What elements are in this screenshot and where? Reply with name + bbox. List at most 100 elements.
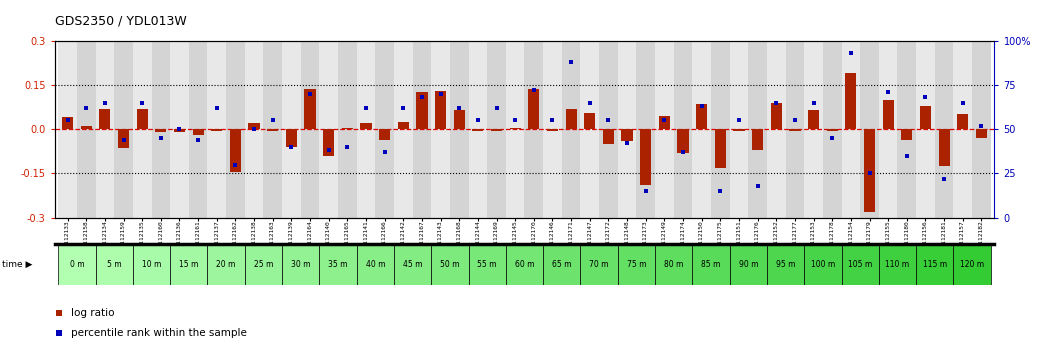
Bar [469, 244, 506, 285]
Text: 30 m: 30 m [291, 260, 311, 269]
Bar [285, 129, 297, 147]
Bar [394, 41, 412, 218]
Bar [301, 41, 319, 218]
Bar [469, 41, 487, 218]
Bar [510, 128, 520, 129]
Text: time ▶: time ▶ [2, 260, 33, 269]
Bar [789, 129, 800, 131]
Bar [431, 41, 450, 218]
Bar [338, 41, 357, 218]
Bar [939, 129, 949, 166]
Bar [580, 41, 599, 218]
Bar [472, 129, 484, 131]
Bar [901, 129, 913, 139]
Bar [77, 41, 95, 218]
Bar [920, 105, 932, 129]
Text: 75 m: 75 m [626, 260, 646, 269]
Bar [580, 244, 618, 285]
Bar [412, 41, 431, 218]
Bar [114, 41, 133, 218]
Bar [155, 129, 167, 132]
Bar [547, 129, 558, 131]
Bar [752, 129, 764, 150]
Bar [453, 110, 465, 129]
Bar [841, 41, 860, 218]
Bar [692, 244, 730, 285]
Bar [323, 129, 335, 156]
Bar [714, 129, 726, 167]
Bar [81, 126, 92, 129]
Bar [282, 244, 319, 285]
Bar [376, 41, 394, 218]
Text: 40 m: 40 m [365, 260, 385, 269]
Text: 60 m: 60 m [515, 260, 534, 269]
Bar [95, 244, 133, 285]
Bar [841, 244, 879, 285]
Text: 5 m: 5 m [107, 260, 122, 269]
Bar [506, 244, 543, 285]
Text: 115 m: 115 m [923, 260, 947, 269]
Bar [95, 41, 114, 218]
Bar [845, 73, 856, 129]
Bar [767, 244, 805, 285]
Bar [227, 41, 244, 218]
Bar [565, 109, 577, 129]
Bar [767, 41, 786, 218]
Bar [678, 129, 688, 153]
Bar [117, 129, 129, 148]
Text: 50 m: 50 m [441, 260, 459, 269]
Bar [174, 129, 185, 132]
Bar [808, 110, 819, 129]
Bar [431, 244, 469, 285]
Bar [249, 123, 260, 129]
Bar [864, 129, 875, 212]
Bar [935, 41, 954, 218]
Text: 90 m: 90 m [738, 260, 758, 269]
Bar [491, 129, 502, 131]
Bar [230, 129, 241, 172]
Bar [543, 41, 562, 218]
Bar [879, 41, 898, 218]
Bar [621, 129, 633, 141]
Bar [319, 244, 357, 285]
Bar [898, 41, 916, 218]
Bar [244, 244, 282, 285]
Bar [193, 129, 204, 135]
Text: 55 m: 55 m [477, 260, 497, 269]
Text: log ratio: log ratio [71, 308, 114, 318]
Bar [62, 118, 73, 129]
Bar [524, 41, 543, 218]
Bar [543, 244, 580, 285]
Bar [730, 244, 767, 285]
Bar [435, 91, 446, 129]
Bar [342, 128, 352, 129]
Text: 20 m: 20 m [216, 260, 236, 269]
Text: 100 m: 100 m [811, 260, 835, 269]
Text: GDS2350 / YDL013W: GDS2350 / YDL013W [55, 14, 187, 27]
Bar [133, 244, 170, 285]
Text: 120 m: 120 m [960, 260, 984, 269]
Bar [954, 244, 990, 285]
Bar [529, 89, 539, 129]
Bar [771, 103, 782, 129]
Bar [211, 129, 222, 131]
Bar [692, 41, 711, 218]
Bar [957, 114, 968, 129]
Text: 45 m: 45 m [403, 260, 423, 269]
Bar [208, 41, 227, 218]
Bar [954, 41, 972, 218]
Text: 80 m: 80 m [664, 260, 683, 269]
Text: 85 m: 85 m [702, 260, 721, 269]
Bar [697, 104, 707, 129]
Bar [805, 244, 841, 285]
Bar [562, 41, 580, 218]
Bar [711, 41, 730, 218]
Bar [59, 244, 95, 285]
Bar [136, 109, 148, 129]
Text: 70 m: 70 m [590, 260, 608, 269]
Bar [59, 41, 77, 218]
Bar [805, 41, 822, 218]
Bar [916, 41, 935, 218]
Bar [655, 244, 692, 285]
Text: 25 m: 25 m [254, 260, 273, 269]
